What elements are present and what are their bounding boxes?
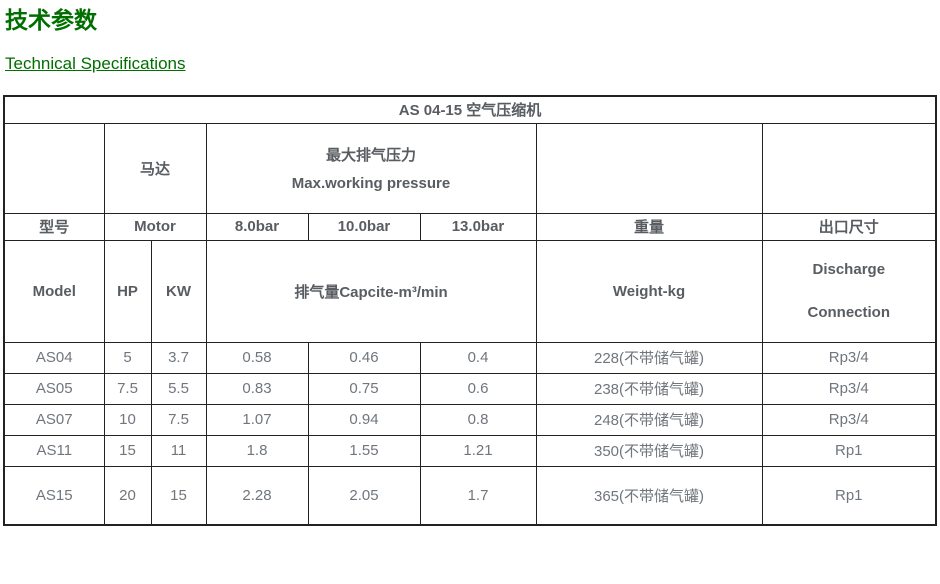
header-discharge-line2: Connection bbox=[807, 304, 891, 321]
header-max-pressure: 最大排气压力 Max.working pressure bbox=[205, 122, 537, 214]
cell-hp: 5 bbox=[103, 341, 152, 374]
cell-capacity-13bar: 0.4 bbox=[419, 341, 537, 374]
cell-connection: Rp3/4 bbox=[761, 372, 937, 405]
cell-kw: 7.5 bbox=[150, 403, 207, 436]
technical-specifications-link[interactable]: Technical Specifications bbox=[5, 54, 186, 73]
cell-hp: 10 bbox=[103, 403, 152, 436]
cell-weight: 365(不带储气罐) bbox=[535, 465, 763, 526]
cell-capacity-13bar: 0.6 bbox=[419, 372, 537, 405]
cell-hp: 15 bbox=[103, 434, 152, 467]
cell-kw: 15 bbox=[150, 465, 207, 526]
cell-hp: 7.5 bbox=[103, 372, 152, 405]
header-outlet-cn: 出口尺寸 bbox=[761, 212, 937, 241]
cell-capacity-13bar: 1.7 bbox=[419, 465, 537, 526]
table-caption: AS 04-15 空气压缩机 bbox=[3, 95, 937, 124]
cell-capacity-10bar: 0.94 bbox=[307, 403, 421, 436]
table-caption-row: AS 04-15 空气压缩机 bbox=[3, 95, 937, 124]
cell-connection: Rp3/4 bbox=[761, 341, 937, 374]
cell-capacity-8bar: 1.8 bbox=[205, 434, 309, 467]
page-content: 技术参数 Technical Specifications AS 04-15 空… bbox=[3, 7, 938, 526]
header-8bar: 8.0bar bbox=[205, 212, 309, 241]
spec-table: AS 04-15 空气压缩机 马达 最大排气压力 Max.working pre… bbox=[3, 95, 938, 526]
table-row: AS07 10 7.5 1.07 0.94 0.8 248(不带储气罐) Rp3… bbox=[3, 403, 937, 436]
cell-capacity-8bar: 1.07 bbox=[205, 403, 309, 436]
cell-model: AS05 bbox=[3, 372, 105, 405]
cell-capacity-10bar: 1.55 bbox=[307, 434, 421, 467]
cell-capacity-10bar: 0.46 bbox=[307, 341, 421, 374]
cell-model: AS15 bbox=[3, 465, 105, 526]
table-row: AS15 20 15 2.28 2.05 1.7 365(不带储气罐) Rp1 bbox=[3, 465, 937, 526]
cell-capacity-8bar: 0.58 bbox=[205, 341, 309, 374]
cell-connection: Rp1 bbox=[761, 434, 937, 467]
table-row: AS05 7.5 5.5 0.83 0.75 0.6 238(不带储气罐) Rp… bbox=[3, 372, 937, 405]
empty-cell bbox=[3, 122, 105, 214]
header-row-units: 型号 Motor 8.0bar 10.0bar 13.0bar 重量 出口尺寸 bbox=[3, 212, 937, 241]
cell-kw: 5.5 bbox=[150, 372, 207, 405]
cell-connection: Rp1 bbox=[761, 465, 937, 526]
header-10bar: 10.0bar bbox=[307, 212, 421, 241]
cell-model: AS11 bbox=[3, 434, 105, 467]
cell-model: AS07 bbox=[3, 403, 105, 436]
header-max-pressure-cn: 最大排气压力 bbox=[325, 147, 416, 164]
cell-capacity-10bar: 2.05 bbox=[307, 465, 421, 526]
cell-kw: 11 bbox=[150, 434, 207, 467]
empty-cell bbox=[535, 122, 763, 214]
header-capacity: 排气量Capcite-m³/min bbox=[205, 239, 537, 343]
header-discharge-line1: Discharge bbox=[812, 261, 886, 278]
header-hp: HP bbox=[103, 239, 152, 343]
cell-hp: 20 bbox=[103, 465, 152, 526]
cell-capacity-8bar: 2.28 bbox=[205, 465, 309, 526]
header-motor-en: Motor bbox=[103, 212, 207, 241]
header-motor-cn: 马达 bbox=[103, 122, 207, 214]
header-discharge-connection: Discharge Connection bbox=[761, 239, 937, 343]
cell-capacity-8bar: 0.83 bbox=[205, 372, 309, 405]
cell-connection: Rp3/4 bbox=[761, 403, 937, 436]
header-max-pressure-en: Max.working pressure bbox=[291, 175, 451, 192]
page-title: 技术参数 bbox=[5, 7, 97, 33]
cell-weight: 238(不带储气罐) bbox=[535, 372, 763, 405]
cell-kw: 3.7 bbox=[150, 341, 207, 374]
cell-weight: 228(不带储气罐) bbox=[535, 341, 763, 374]
header-model-cn: 型号 bbox=[3, 212, 105, 241]
header-13bar: 13.0bar bbox=[419, 212, 537, 241]
header-model-en: Model bbox=[3, 239, 105, 343]
cell-weight: 248(不带储气罐) bbox=[535, 403, 763, 436]
header-row-groups: 马达 最大排气压力 Max.working pressure bbox=[3, 122, 937, 214]
header-row-labels: Model HP KW 排气量Capcite-m³/min Weight-kg … bbox=[3, 239, 937, 343]
cell-capacity-13bar: 1.21 bbox=[419, 434, 537, 467]
cell-capacity-13bar: 0.8 bbox=[419, 403, 537, 436]
empty-cell bbox=[761, 122, 937, 214]
table-row: AS04 5 3.7 0.58 0.46 0.4 228(不带储气罐) Rp3/… bbox=[3, 341, 937, 374]
cell-model: AS04 bbox=[3, 341, 105, 374]
cell-capacity-10bar: 0.75 bbox=[307, 372, 421, 405]
cell-weight: 350(不带储气罐) bbox=[535, 434, 763, 467]
header-kw: KW bbox=[150, 239, 207, 343]
header-weight-en: Weight-kg bbox=[535, 239, 763, 343]
table-row: AS11 15 11 1.8 1.55 1.21 350(不带储气罐) Rp1 bbox=[3, 434, 937, 467]
header-weight-cn: 重量 bbox=[535, 212, 763, 241]
